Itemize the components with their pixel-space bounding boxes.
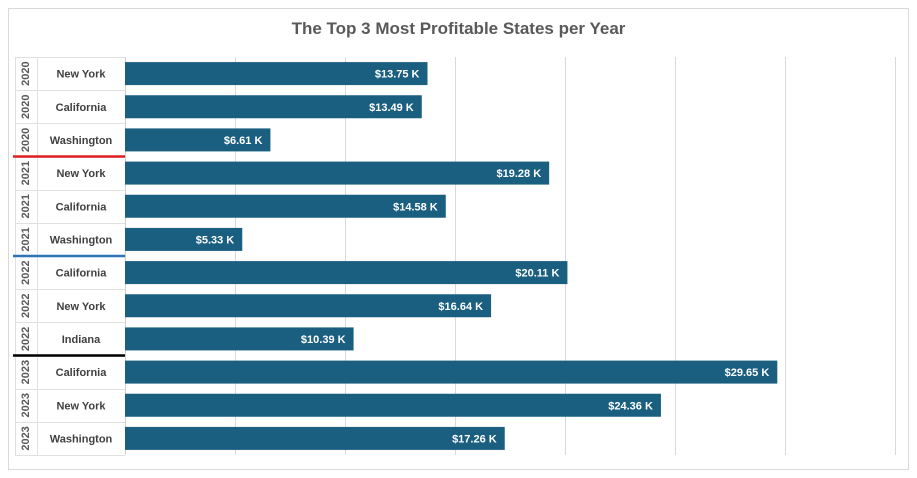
data-label: $29.65 K bbox=[725, 367, 770, 379]
bar bbox=[125, 360, 778, 384]
chart-title: The Top 3 Most Profitable States per Yea… bbox=[291, 19, 626, 38]
year-tick-label: 2023 bbox=[20, 360, 32, 384]
state-tick-label: Washington bbox=[50, 234, 113, 246]
data-label: $24.36 K bbox=[608, 400, 653, 412]
bar bbox=[125, 62, 428, 86]
bar bbox=[125, 294, 492, 318]
data-label: $5.33 K bbox=[196, 234, 235, 246]
data-label: $17.26 K bbox=[452, 433, 497, 445]
state-tick-label: California bbox=[56, 102, 108, 114]
bar bbox=[125, 393, 661, 417]
year-tick-label: 2022 bbox=[20, 260, 32, 284]
bar bbox=[125, 161, 550, 185]
state-tick-label: Washington bbox=[50, 433, 113, 445]
year-tick-label: 2020 bbox=[20, 128, 32, 152]
bar bbox=[125, 128, 271, 152]
year-tick-label: 2022 bbox=[20, 294, 32, 318]
data-label: $13.75 K bbox=[375, 69, 420, 81]
bar bbox=[125, 95, 422, 119]
state-tick-label: Indiana bbox=[62, 334, 101, 346]
year-tick-label: 2020 bbox=[20, 61, 32, 85]
data-label: $13.49 K bbox=[369, 102, 414, 114]
year-tick-label: 2021 bbox=[20, 227, 32, 251]
bar bbox=[125, 194, 446, 218]
bar bbox=[125, 327, 354, 351]
year-tick-label: 2022 bbox=[20, 327, 32, 351]
data-label: $6.61 K bbox=[224, 135, 263, 147]
year-tick-label: 2023 bbox=[20, 393, 32, 417]
bar bbox=[125, 261, 568, 285]
state-tick-label: Washington bbox=[50, 135, 113, 147]
data-label: $19.28 K bbox=[497, 168, 542, 180]
year-tick-label: 2021 bbox=[20, 161, 32, 185]
year-tick-label: 2021 bbox=[20, 194, 32, 218]
state-tick-label: California bbox=[56, 367, 108, 379]
state-tick-label: New York bbox=[56, 400, 106, 412]
data-label: $16.64 K bbox=[438, 301, 483, 313]
state-tick-label: California bbox=[56, 268, 108, 280]
year-tick-label: 2020 bbox=[20, 95, 32, 119]
data-label: $10.39 K bbox=[301, 334, 346, 346]
state-tick-label: New York bbox=[56, 168, 106, 180]
data-label: $14.58 K bbox=[393, 201, 438, 213]
state-tick-label: New York bbox=[56, 69, 106, 81]
bar bbox=[125, 227, 243, 251]
year-tick-label: 2023 bbox=[20, 426, 32, 450]
bar bbox=[125, 426, 505, 450]
state-tick-label: New York bbox=[56, 301, 106, 313]
data-label: $20.11 K bbox=[515, 268, 559, 280]
state-tick-label: California bbox=[56, 201, 108, 213]
